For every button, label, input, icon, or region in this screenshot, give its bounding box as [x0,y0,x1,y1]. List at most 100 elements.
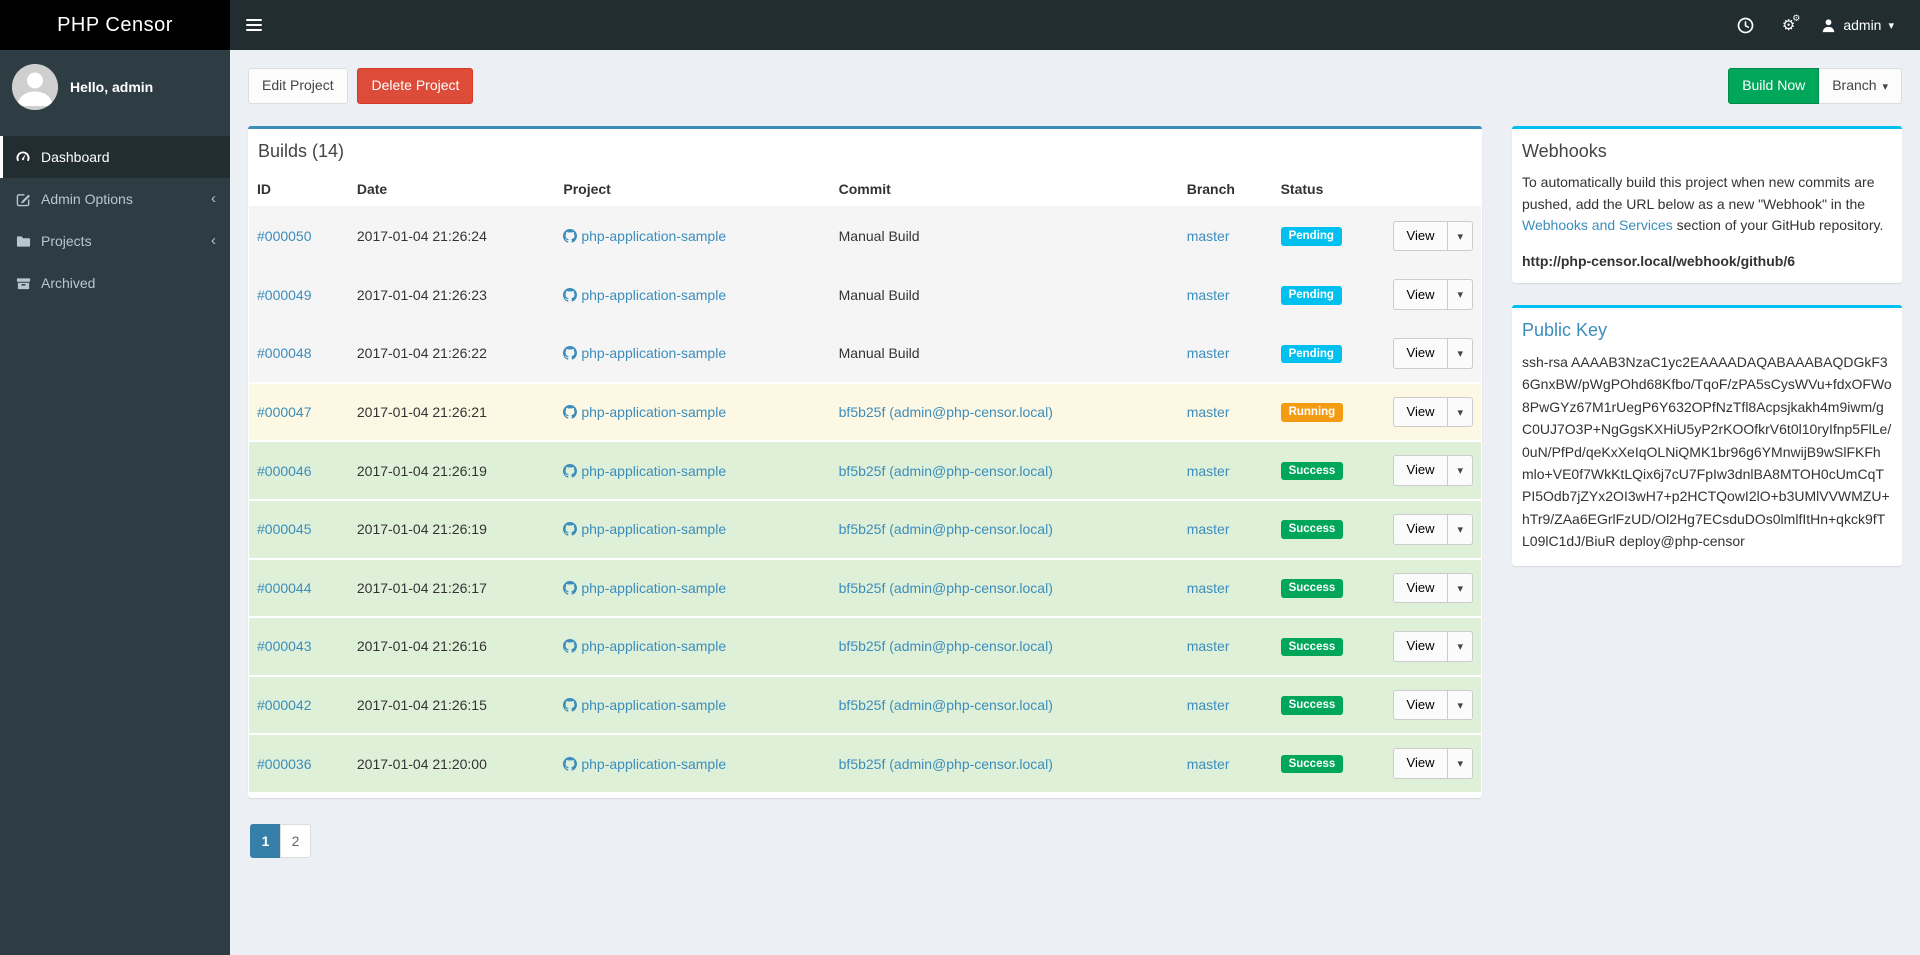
dashboard-icon [15,149,31,165]
pagination-page-2[interactable]: 2 [280,823,311,858]
user-menu[interactable]: admin ▾ [1809,0,1906,50]
view-dropdown-button[interactable]: ▾ [1448,396,1473,428]
view-dropdown-button[interactable]: ▾ [1448,220,1473,252]
build-queue-button[interactable] [1723,0,1768,50]
branch-link[interactable]: master [1186,579,1230,596]
settings-button[interactable]: ⚙ ⚙ [1768,0,1809,50]
view-button[interactable]: View [1392,631,1449,662]
branch-link[interactable]: master [1186,755,1230,772]
commit-link[interactable]: bf5b25f (admin@php-censor.local) [838,579,1053,596]
branch-link[interactable]: master [1186,697,1230,714]
build-row: #000036 2017-01-04 21:20:00 php-applicat… [249,733,1481,792]
project-link[interactable]: php-application-sample [563,228,726,244]
branch-link[interactable]: master [1186,638,1230,655]
view-button-group: View ▾ [1392,748,1473,779]
sidebar-item-projects[interactable]: Projects ‹ [0,220,230,262]
webhooks-services-link[interactable]: Webhooks and Services [1522,217,1673,234]
build-id-link[interactable]: #000043 [257,638,312,655]
build-row: #000047 2017-01-04 21:26:21 php-applicat… [249,381,1481,442]
build-date: 2017-01-04 21:26:21 [348,381,556,442]
view-dropdown-button[interactable]: ▾ [1448,279,1473,311]
sidebar-item-admin-options[interactable]: Admin Options ‹ [0,178,230,220]
status-badge: Success [1280,461,1344,481]
build-id-link[interactable]: #000046 [257,462,312,479]
brand-logo[interactable]: PHP Censor [0,0,230,50]
sidebar-menu: Dashboard Admin Options ‹ Projects ‹ [0,136,230,304]
view-button[interactable]: View [1392,220,1449,252]
sidebar-item-archived[interactable]: Archived [0,262,230,304]
chevron-down-icon: ▾ [1882,81,1888,93]
view-dropdown-button[interactable]: ▾ [1448,455,1473,486]
view-button[interactable]: View [1392,338,1449,369]
view-button-group: View ▾ [1392,220,1473,252]
commit-link[interactable]: bf5b25f (admin@php-censor.local) [838,521,1053,538]
build-now-button[interactable]: Build Now [1728,68,1820,104]
branch-link[interactable]: master [1186,462,1230,479]
project-link[interactable]: php-application-sample [563,463,726,479]
edit-project-button[interactable]: Edit Project [248,68,348,104]
view-dropdown-button[interactable]: ▾ [1448,748,1473,779]
commit-link[interactable]: bf5b25f (admin@php-censor.local) [838,404,1053,420]
view-button[interactable]: View [1392,396,1449,428]
build-date: 2017-01-04 21:26:19 [348,498,556,559]
commit-link[interactable]: bf5b25f (admin@php-censor.local) [838,462,1053,479]
project-link[interactable]: php-application-sample [563,756,726,772]
clock-icon [1737,17,1754,33]
build-id-link[interactable]: #000045 [257,521,312,538]
view-button[interactable]: View [1392,689,1449,721]
gears-icon: ⚙ ⚙ [1781,13,1801,34]
project-link[interactable]: php-application-sample [563,404,726,420]
chevron-left-icon: ‹ [211,190,216,207]
branch-link[interactable]: master [1186,404,1230,420]
sidebar-item-dashboard[interactable]: Dashboard [0,136,230,178]
project-link[interactable]: php-application-sample [563,580,726,596]
view-dropdown-button[interactable]: ▾ [1448,338,1473,369]
view-button[interactable]: View [1392,279,1449,311]
view-button[interactable]: View [1392,748,1449,779]
navbar-right: ⚙ ⚙ admin ▾ [1723,0,1920,50]
view-button-group: View ▾ [1392,689,1473,721]
branch-link[interactable]: master [1186,345,1230,362]
chevron-down-icon: ▾ [1457,348,1463,361]
sidebar-toggle-button[interactable] [230,0,278,50]
project-link-label: php-application-sample [581,521,727,538]
project-link[interactable]: php-application-sample [563,697,726,713]
pagination-page-1[interactable]: 1 [250,823,281,858]
status-badge: Success [1280,696,1344,715]
project-link[interactable]: php-application-sample [563,638,726,654]
build-id-link[interactable]: #000047 [257,404,312,420]
build-id-link[interactable]: #000049 [257,286,312,303]
commit-link[interactable]: bf5b25f (admin@php-censor.local) [838,755,1053,772]
build-id-link[interactable]: #000044 [257,579,312,596]
status-badge: Pending [1280,344,1342,364]
commit-link[interactable]: bf5b25f (admin@php-censor.local) [838,697,1053,714]
view-dropdown-button[interactable]: ▾ [1448,631,1473,662]
project-link[interactable]: php-application-sample [563,521,726,537]
branch-dropdown-button[interactable]: Branch ▾ [1819,68,1902,104]
build-id-link[interactable]: #000050 [257,228,312,245]
view-button-group: View ▾ [1392,338,1473,369]
build-id-link[interactable]: #000042 [257,697,312,714]
chevron-down-icon: ▾ [1457,523,1463,536]
branch-link[interactable]: master [1186,521,1230,538]
branch-link[interactable]: master [1186,228,1230,245]
build-id-link[interactable]: #000036 [257,755,312,772]
build-row: #000044 2017-01-04 21:26:17 php-applicat… [249,557,1481,618]
build-id-link[interactable]: #000048 [257,345,312,362]
commit-link[interactable]: bf5b25f (admin@php-censor.local) [838,638,1053,655]
branch-link[interactable]: master [1186,286,1230,303]
builds-panel-header: Builds (14) [248,129,1482,172]
column-header-commit: Commit [830,171,1179,208]
view-button[interactable]: View [1392,455,1449,486]
view-dropdown-button[interactable]: ▾ [1448,689,1473,721]
view-button[interactable]: View [1392,513,1449,545]
view-dropdown-button[interactable]: ▾ [1448,513,1473,545]
view-button[interactable]: View [1392,572,1449,604]
build-row: #000042 2017-01-04 21:26:15 php-applicat… [249,674,1481,735]
column-header-status: Status [1272,171,1385,208]
project-link[interactable]: php-application-sample [563,345,726,361]
chevron-down-icon: ▾ [1457,230,1463,243]
project-link[interactable]: php-application-sample [563,287,726,303]
view-dropdown-button[interactable]: ▾ [1448,572,1473,604]
delete-project-button[interactable]: Delete Project [357,68,474,104]
